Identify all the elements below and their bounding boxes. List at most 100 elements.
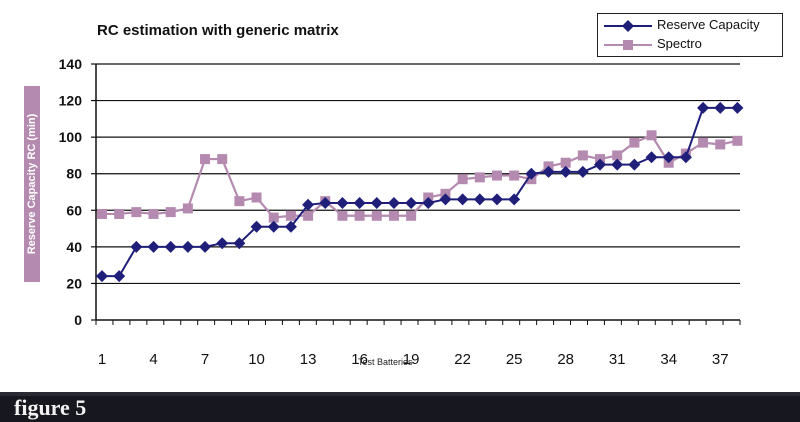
data-point-spectro — [612, 150, 623, 161]
data-point-reserve-capacity — [473, 193, 486, 206]
data-point-reserve-capacity — [628, 158, 641, 171]
x-tick-label: 31 — [609, 351, 626, 368]
data-point-reserve-capacity — [439, 193, 452, 206]
y-tick-label: 20 — [66, 275, 82, 291]
data-point-spectro — [577, 150, 588, 161]
data-point-spectro — [303, 210, 314, 221]
data-point-reserve-capacity — [370, 196, 383, 209]
data-point-reserve-capacity — [147, 240, 160, 253]
chart-title: RC estimation with generic matrix — [97, 22, 339, 39]
data-point-reserve-capacity — [130, 240, 143, 253]
x-tick-label: 10 — [248, 351, 265, 368]
data-point-reserve-capacity — [662, 151, 675, 164]
data-point-spectro — [732, 135, 743, 146]
data-point-spectro — [200, 154, 211, 165]
y-tick-label: 60 — [66, 202, 82, 218]
data-point-reserve-capacity — [594, 158, 607, 171]
y-axis-label-background — [24, 86, 40, 282]
y-tick-label: 100 — [59, 129, 83, 145]
x-tick-label: 22 — [454, 351, 471, 368]
x-tick-label: 1 — [98, 351, 106, 368]
data-point-spectro — [285, 210, 296, 221]
x-tick-label: 34 — [660, 351, 677, 368]
data-point-reserve-capacity — [284, 220, 297, 233]
data-point-reserve-capacity — [422, 196, 435, 209]
series-line-reserve-capacity — [102, 106, 738, 278]
data-point-spectro — [97, 208, 107, 219]
data-point-reserve-capacity — [319, 196, 332, 209]
data-point-reserve-capacity — [542, 165, 555, 178]
data-point-reserve-capacity — [490, 193, 503, 206]
diamond-marker-icon — [604, 20, 652, 32]
y-tick-label: 140 — [59, 56, 83, 72]
legend-label: Spectro — [657, 36, 702, 51]
data-point-reserve-capacity — [181, 240, 194, 253]
y-tick-label: 120 — [59, 93, 83, 109]
square-marker-icon — [604, 40, 652, 50]
data-point-spectro — [560, 157, 571, 168]
data-point-reserve-capacity — [233, 237, 246, 250]
data-point-spectro — [354, 210, 365, 221]
caption-bar-stripe — [0, 392, 800, 396]
data-point-spectro — [165, 207, 176, 218]
y-tick-label: 80 — [66, 166, 82, 182]
data-point-spectro — [646, 130, 657, 141]
data-point-reserve-capacity — [387, 196, 400, 209]
data-point-reserve-capacity — [697, 101, 710, 114]
data-point-spectro — [474, 172, 485, 183]
data-point-reserve-capacity — [353, 196, 366, 209]
data-point-reserve-capacity — [559, 165, 572, 178]
data-point-reserve-capacity — [216, 237, 229, 250]
x-axis-label: Test Batteries — [358, 357, 413, 367]
grid-lines — [96, 63, 740, 285]
data-point-reserve-capacity — [96, 270, 108, 283]
data-point-spectro — [234, 196, 245, 207]
x-tick-label: 16 — [351, 351, 368, 368]
legend-item-reserve-capacity: Reserve Capacity — [602, 16, 782, 36]
axes — [91, 63, 741, 325]
data-point-spectro — [148, 208, 159, 219]
data-point-spectro — [491, 170, 502, 181]
data-point-spectro — [217, 154, 228, 165]
x-tick-label: 25 — [506, 351, 523, 368]
x-tick-label: 19 — [403, 351, 420, 368]
data-point-spectro — [629, 137, 640, 148]
data-point-reserve-capacity — [113, 270, 126, 283]
data-point-reserve-capacity — [267, 220, 280, 233]
data-point-spectro — [371, 210, 382, 221]
data-point-reserve-capacity — [302, 198, 315, 211]
data-point-reserve-capacity — [405, 196, 418, 209]
data-point-reserve-capacity — [525, 167, 538, 180]
tick-labels: 0 20 40 60 80 100 120 140 1 4 7 10 13 16 19 22 25 28 31 34 3… — [59, 56, 729, 368]
figure-caption: figure 5 — [14, 395, 87, 420]
data-point-reserve-capacity — [731, 101, 744, 114]
x-tick-label: 37 — [712, 351, 729, 368]
data-point-spectro — [114, 208, 125, 219]
x-tick-label: 13 — [300, 351, 317, 368]
y-tick-label: 0 — [74, 312, 82, 328]
x-tick-label: 28 — [557, 351, 574, 368]
x-tick-label: 4 — [149, 351, 157, 368]
data-point-reserve-capacity — [576, 165, 589, 178]
series-line-spectro — [102, 133, 738, 219]
legend-label: Reserve Capacity — [657, 17, 760, 32]
data-point-reserve-capacity — [336, 196, 349, 209]
x-tick-label: 7 — [201, 351, 209, 368]
data-point-spectro — [715, 139, 726, 150]
data-point-spectro — [131, 207, 142, 218]
data-point-spectro — [406, 210, 417, 221]
legend: Reserve Capacity Spectro — [597, 13, 783, 57]
data-point-spectro — [509, 170, 520, 181]
data-point-reserve-capacity — [645, 151, 658, 164]
y-axis-label: Reserve Capacity RC (min) — [26, 113, 38, 255]
data-point-spectro — [251, 192, 262, 203]
figure-caption-bar: figure 5 — [0, 392, 800, 422]
data-point-reserve-capacity — [714, 101, 727, 114]
data-point-spectro — [268, 212, 279, 223]
data-point-reserve-capacity — [250, 220, 263, 233]
data-point-reserve-capacity — [679, 151, 692, 164]
data-point-reserve-capacity — [199, 240, 212, 253]
data-point-reserve-capacity — [508, 193, 521, 206]
data-point-spectro — [698, 137, 709, 148]
